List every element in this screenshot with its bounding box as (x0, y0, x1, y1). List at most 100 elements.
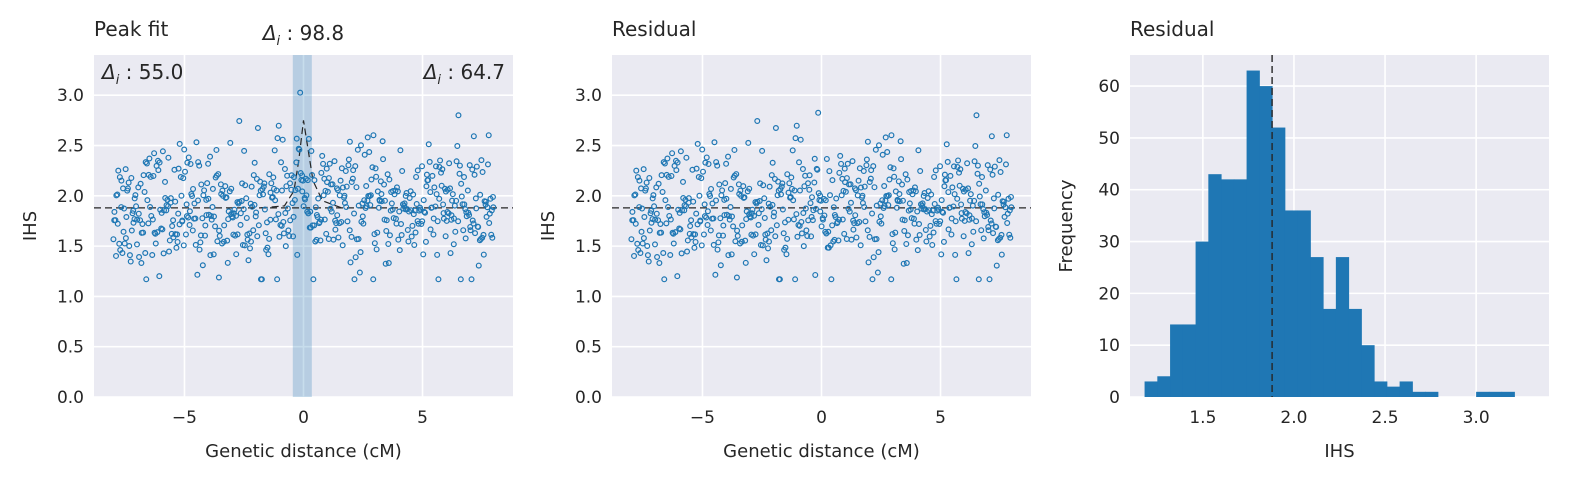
data-point (870, 163, 877, 170)
data-point (786, 180, 793, 187)
data-point (904, 176, 911, 183)
data-point (462, 235, 469, 242)
data-point (287, 180, 294, 187)
data-point (730, 223, 737, 230)
data-point (123, 214, 130, 221)
panel-1: 0.0 0.5 1.0 1.5 2.0 2.5 3.0 −5 0 5 Genetic distanc… (20, 17, 513, 462)
data-point (118, 177, 125, 184)
data-point (713, 159, 720, 166)
y-tick-label: 1.0 (575, 287, 602, 307)
data-point (754, 118, 761, 125)
y-tick-label: 0.5 (575, 338, 602, 358)
data-point (134, 216, 141, 223)
data-point (260, 191, 267, 198)
data-point (764, 230, 771, 237)
data-point (996, 157, 1003, 164)
data-point (664, 155, 671, 162)
data-point (149, 216, 156, 223)
data-point (862, 218, 869, 225)
data-point (480, 231, 487, 238)
data-point (252, 213, 259, 220)
data-point (974, 170, 981, 177)
data-point (404, 226, 411, 233)
data-point (367, 192, 374, 199)
data-point (833, 195, 840, 202)
data-point (138, 260, 145, 267)
data-point (998, 231, 1005, 238)
data-point (479, 169, 486, 176)
data-point (864, 138, 871, 145)
data-point (253, 209, 260, 216)
data-point (198, 181, 205, 188)
data-point (351, 276, 358, 283)
data-point (967, 191, 974, 198)
data-point (990, 230, 997, 237)
data-point (990, 195, 997, 202)
data-point (196, 246, 203, 253)
data-point (841, 230, 848, 237)
chart-title: Residual (612, 17, 696, 41)
data-point (648, 207, 655, 214)
data-point (890, 165, 897, 172)
data-point (995, 191, 1002, 198)
y-tick-label: 2.0 (575, 187, 602, 207)
data-point (325, 175, 332, 182)
data-point (712, 271, 719, 278)
data-point (785, 216, 792, 223)
data-point (185, 214, 192, 221)
data-point (691, 244, 698, 251)
data-point (281, 166, 288, 173)
data-point (725, 252, 732, 259)
histogram-bar (1195, 241, 1209, 397)
data-point (321, 216, 328, 223)
data-point (398, 232, 405, 239)
data-point (388, 200, 395, 207)
data-point (128, 174, 135, 181)
data-point (197, 232, 204, 239)
data-point (797, 136, 804, 143)
data-point (644, 243, 651, 250)
data-point (472, 195, 479, 202)
data-point (128, 227, 135, 234)
data-point (806, 172, 813, 179)
data-point (692, 238, 699, 245)
data-point (159, 148, 166, 155)
data-point (984, 162, 991, 169)
histogram-bar (1501, 391, 1515, 397)
histogram-bar (1272, 127, 1286, 397)
data-point (865, 259, 872, 266)
data-point (631, 252, 638, 259)
data-point (141, 188, 148, 195)
data-point (183, 201, 190, 208)
data-point (892, 229, 899, 236)
data-point (475, 262, 482, 269)
data-point (947, 172, 954, 179)
data-point (656, 260, 663, 267)
data-point (370, 132, 377, 139)
data-point (293, 135, 300, 142)
data-point (131, 195, 138, 202)
data-point (385, 240, 392, 247)
data-point (359, 213, 366, 220)
data-point (1002, 204, 1009, 211)
data-point (469, 217, 476, 224)
data-point (957, 166, 964, 173)
data-point (133, 203, 140, 210)
data-point (827, 242, 834, 249)
data-point (988, 133, 995, 140)
data-point (798, 218, 805, 225)
data-point (337, 177, 344, 184)
y-tick-label: 40 (1098, 181, 1120, 201)
data-point (411, 241, 418, 248)
data-point (313, 236, 320, 243)
data-point (867, 175, 874, 182)
data-point (952, 251, 959, 258)
data-point (296, 146, 303, 153)
data-point (825, 228, 832, 235)
data-point (672, 157, 679, 164)
data-point (642, 185, 649, 192)
data-point (784, 235, 791, 242)
data-point (863, 162, 870, 169)
data-point (213, 172, 220, 179)
histogram-bar (1348, 308, 1362, 397)
